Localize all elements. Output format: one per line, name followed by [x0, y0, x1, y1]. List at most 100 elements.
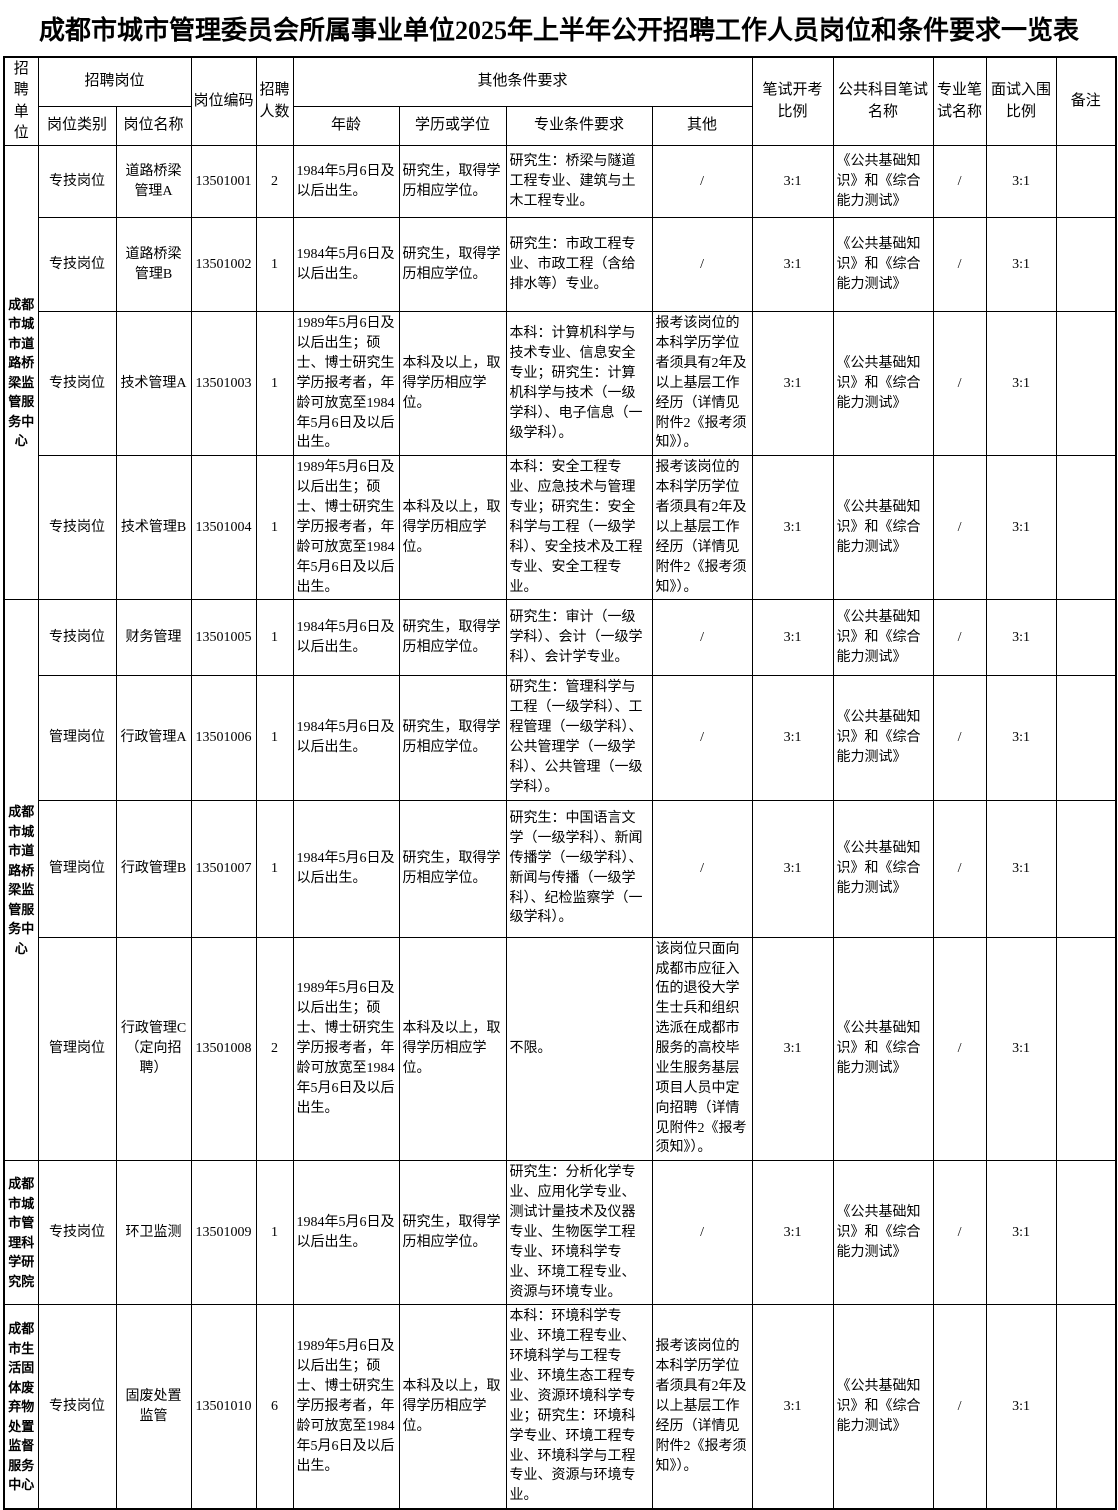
- header-code: 岗位编码: [190, 56, 257, 147]
- header-other: 其他: [651, 105, 753, 147]
- header-remark: 备注: [1055, 56, 1117, 147]
- cell-pro-exam: /: [932, 455, 987, 601]
- header-major: 专业条件要求: [505, 105, 653, 147]
- cell-education: 本科及以上，取得学历相应学位。: [398, 936, 507, 1162]
- cell-position-name: 行政管理A: [115, 675, 192, 801]
- cell-other: /: [651, 217, 753, 313]
- cell-count: 1: [255, 1160, 294, 1306]
- cell-code: 13501004: [190, 455, 257, 601]
- cell-major: 研究生：管理科学与工程（一级学科）、工程管理（一级学科）、公共管理学（一级学科）…: [505, 675, 653, 801]
- cell-position-name: 技术管理A: [115, 311, 192, 457]
- header-interview-ratio: 面试入围 比例: [985, 56, 1057, 147]
- cell-other: 报考该岗位的本科学历学位者须具有2年及以上基层工作经历（详情见附件2《报考须知》…: [651, 455, 753, 601]
- cell-written-ratio: 3:1: [751, 1160, 834, 1306]
- header-public-exam: 公共科目笔试 名称: [832, 56, 934, 147]
- cell-remark: [1055, 1160, 1117, 1306]
- table-row: 专技岗位 技术管理A 13501003 1 1989年5月6日及以后出生；硕士、…: [4, 311, 1117, 457]
- cell-education: 研究生，取得学历相应学位。: [398, 599, 507, 677]
- cell-education: 本科及以上，取得学历相应学位。: [398, 455, 507, 601]
- cell-remark: [1055, 455, 1117, 601]
- cell-other: 报考该岗位的本科学历学位者须具有2年及以上基层工作经历（详情见附件2《报考须知》…: [651, 311, 753, 457]
- cell-major: 本科：环境科学专业、环境工程专业、环境科学与工程专业、环境生态工程专业、资源环境…: [505, 1304, 653, 1510]
- table-row: 管理岗位 行政管理B 13501007 1 1984年5月6日及以后出生。 研究…: [4, 799, 1117, 938]
- cell-remark: [1055, 799, 1117, 938]
- cell-major: 研究生：中国语言文学（一级学科）、新闻传播学（一级学科）、新闻与传播（一级学科）…: [505, 799, 653, 938]
- cell-count: 6: [255, 1304, 294, 1510]
- cell-interview-ratio: 3:1: [985, 145, 1057, 219]
- cell-written-ratio: 3:1: [751, 936, 834, 1162]
- cell-education: 研究生，取得学历相应学位。: [398, 799, 507, 938]
- header-pro-exam: 专业笔 试名称: [932, 56, 987, 147]
- table-row: 成都市城市管理科学研究院 专技岗位 环卫监测 13501009 1 1984年5…: [3, 1160, 1117, 1306]
- cell-code: 13501008: [190, 936, 257, 1162]
- table-row: 管理岗位 行政管理C（定向招聘） 13501008 2 1989年5月6日及以后…: [4, 936, 1117, 1162]
- cell-major: 研究生：市政工程专业、市政工程（含给排水等）专业。: [505, 217, 653, 313]
- header-row-2: 岗位类别 岗位名称 年龄 学历或学位 专业条件要求 其他: [4, 105, 1116, 147]
- header-unit: 招聘 单位: [3, 56, 39, 147]
- cell-position-name: 道路桥梁管理B: [115, 217, 192, 313]
- document-page: 成都市城市管理委员会所属事业单位2025年上半年公开招聘工作人员岗位和条件要求一…: [0, 10, 1118, 1510]
- header-category: 岗位类别: [37, 105, 117, 147]
- header-education: 学历或学位: [398, 105, 507, 147]
- cell-education: 研究生，取得学历相应学位。: [398, 145, 507, 219]
- cell-position-name: 技术管理B: [115, 455, 192, 601]
- cell-category: 专技岗位: [37, 455, 117, 601]
- cell-category: 管理岗位: [37, 799, 117, 938]
- cell-age: 1984年5月6日及以后出生。: [292, 145, 400, 219]
- cell-code: 13501009: [190, 1160, 257, 1306]
- cell-code: 13501002: [190, 217, 257, 313]
- cell-other: /: [651, 599, 753, 677]
- cell-count: 1: [255, 675, 294, 801]
- cell-category: 管理岗位: [37, 675, 117, 801]
- header-other-req-group: 其他条件要求: [292, 56, 753, 107]
- recruitment-table: 招聘 单位 招聘岗位 岗位编码 招聘 人数 其他条件要求 笔试开考 比例 公共科…: [3, 56, 1118, 1510]
- cell-pro-exam: /: [932, 936, 987, 1162]
- cell-written-ratio: 3:1: [751, 217, 834, 313]
- cell-pro-exam: /: [932, 311, 987, 457]
- header-count: 招聘 人数: [255, 56, 294, 147]
- cell-category: 专技岗位: [37, 599, 117, 677]
- header-age: 年龄: [292, 105, 400, 147]
- cell-major: 研究生：分析化学专业、应用化学专业、测试计量技术及仪器专业、生物医学工程专业、环…: [505, 1160, 653, 1306]
- cell-public-exam: 《公共基础知识》和《综合能力测试》: [832, 455, 934, 601]
- cell-public-exam: 《公共基础知识》和《综合能力测试》: [832, 1304, 934, 1510]
- page-title: 成都市城市管理委员会所属事业单位2025年上半年公开招聘工作人员岗位和条件要求一…: [38, 16, 1079, 45]
- cell-category: 管理岗位: [37, 936, 117, 1162]
- cell-interview-ratio: 3:1: [985, 455, 1057, 601]
- cell-major: 不限。: [505, 936, 653, 1162]
- cell-category: 专技岗位: [37, 311, 117, 457]
- cell-interview-ratio: 3:1: [985, 1160, 1057, 1306]
- cell-code: 13501006: [190, 675, 257, 801]
- cell-other: /: [651, 145, 753, 219]
- cell-public-exam: 《公共基础知识》和《综合能力测试》: [832, 675, 934, 801]
- cell-public-exam: 《公共基础知识》和《综合能力测试》: [832, 936, 934, 1162]
- cell-education: 本科及以上，取得学历相应学位。: [398, 1304, 507, 1510]
- cell-interview-ratio: 3:1: [985, 311, 1057, 457]
- cell-pro-exam: /: [932, 799, 987, 938]
- cell-remark: [1055, 599, 1117, 677]
- cell-count: 2: [255, 145, 294, 219]
- cell-other: /: [651, 675, 753, 801]
- cell-count: 1: [255, 217, 294, 313]
- cell-count: 1: [255, 455, 294, 601]
- cell-remark: [1055, 145, 1117, 219]
- cell-pro-exam: /: [932, 1304, 987, 1510]
- cell-count: 2: [255, 936, 294, 1162]
- table-row: 专技岗位 技术管理B 13501004 1 1989年5月6日及以后出生；硕士、…: [4, 455, 1117, 601]
- cell-count: 1: [255, 311, 294, 457]
- cell-pro-exam: /: [932, 1160, 987, 1306]
- cell-written-ratio: 3:1: [751, 799, 834, 938]
- cell-position-name: 环卫监测: [115, 1160, 192, 1306]
- cell-education: 研究生，取得学历相应学位。: [398, 675, 507, 801]
- cell-other: 报考该岗位的本科学历学位者须具有2年及以上基层工作经历（详情见附件2《报考须知》…: [651, 1304, 753, 1510]
- cell-age: 1984年5月6日及以后出生。: [292, 1160, 400, 1306]
- cell-code: 13501005: [190, 599, 257, 677]
- cell-age: 1984年5月6日及以后出生。: [292, 799, 400, 938]
- header-position-group: 招聘岗位: [37, 56, 192, 107]
- cell-written-ratio: 3:1: [751, 599, 834, 677]
- cell-category: 专技岗位: [37, 217, 117, 313]
- table-row: 专技岗位 道路桥梁管理B 13501002 1 1984年5月6日及以后出生。 …: [4, 217, 1117, 313]
- cell-pro-exam: /: [932, 599, 987, 677]
- cell-age: 1984年5月6日及以后出生。: [292, 217, 400, 313]
- header-position-name: 岗位名称: [115, 105, 192, 147]
